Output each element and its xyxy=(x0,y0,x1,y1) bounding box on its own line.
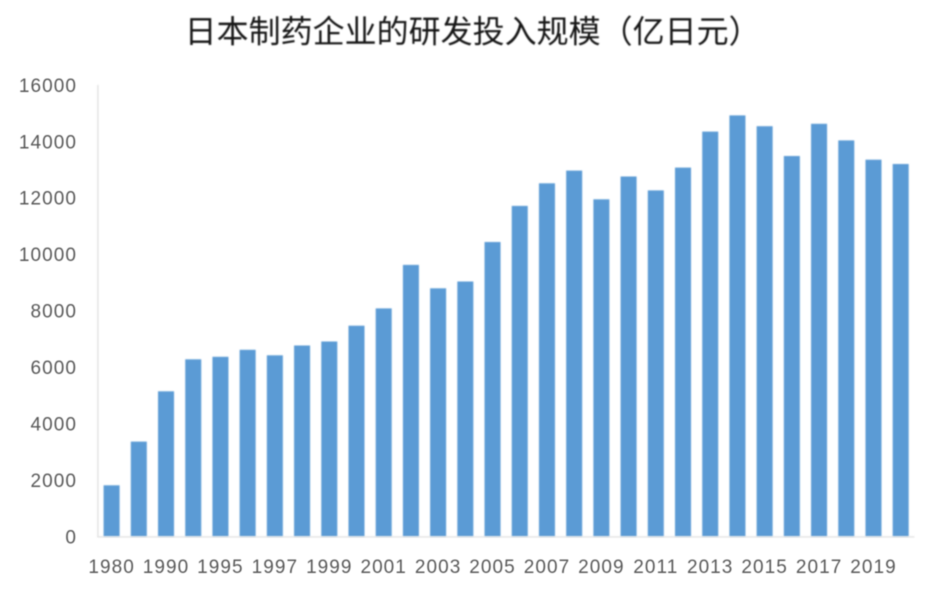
svg-text:1980: 1980 xyxy=(88,557,134,578)
svg-text:1995: 1995 xyxy=(197,557,243,578)
svg-text:16000: 16000 xyxy=(19,76,77,97)
svg-text:10000: 10000 xyxy=(19,245,77,266)
svg-text:4000: 4000 xyxy=(31,414,77,435)
svg-text:2005: 2005 xyxy=(469,557,515,578)
svg-text:14000: 14000 xyxy=(19,132,77,153)
svg-text:8000: 8000 xyxy=(31,302,77,323)
svg-text:2000: 2000 xyxy=(31,471,77,492)
svg-text:6000: 6000 xyxy=(31,358,77,379)
svg-text:2019: 2019 xyxy=(850,557,896,578)
svg-text:2003: 2003 xyxy=(415,557,461,578)
svg-text:1999: 1999 xyxy=(306,557,352,578)
svg-text:1990: 1990 xyxy=(143,557,189,578)
svg-text:2009: 2009 xyxy=(578,557,624,578)
svg-text:0: 0 xyxy=(65,527,77,548)
svg-text:2007: 2007 xyxy=(524,557,570,578)
svg-text:1997: 1997 xyxy=(252,557,298,578)
svg-text:2017: 2017 xyxy=(796,557,842,578)
svg-text:12000: 12000 xyxy=(19,189,77,210)
svg-text:2015: 2015 xyxy=(741,557,787,578)
svg-text:2013: 2013 xyxy=(687,557,733,578)
svg-text:2001: 2001 xyxy=(360,557,406,578)
svg-text:2011: 2011 xyxy=(633,557,678,578)
